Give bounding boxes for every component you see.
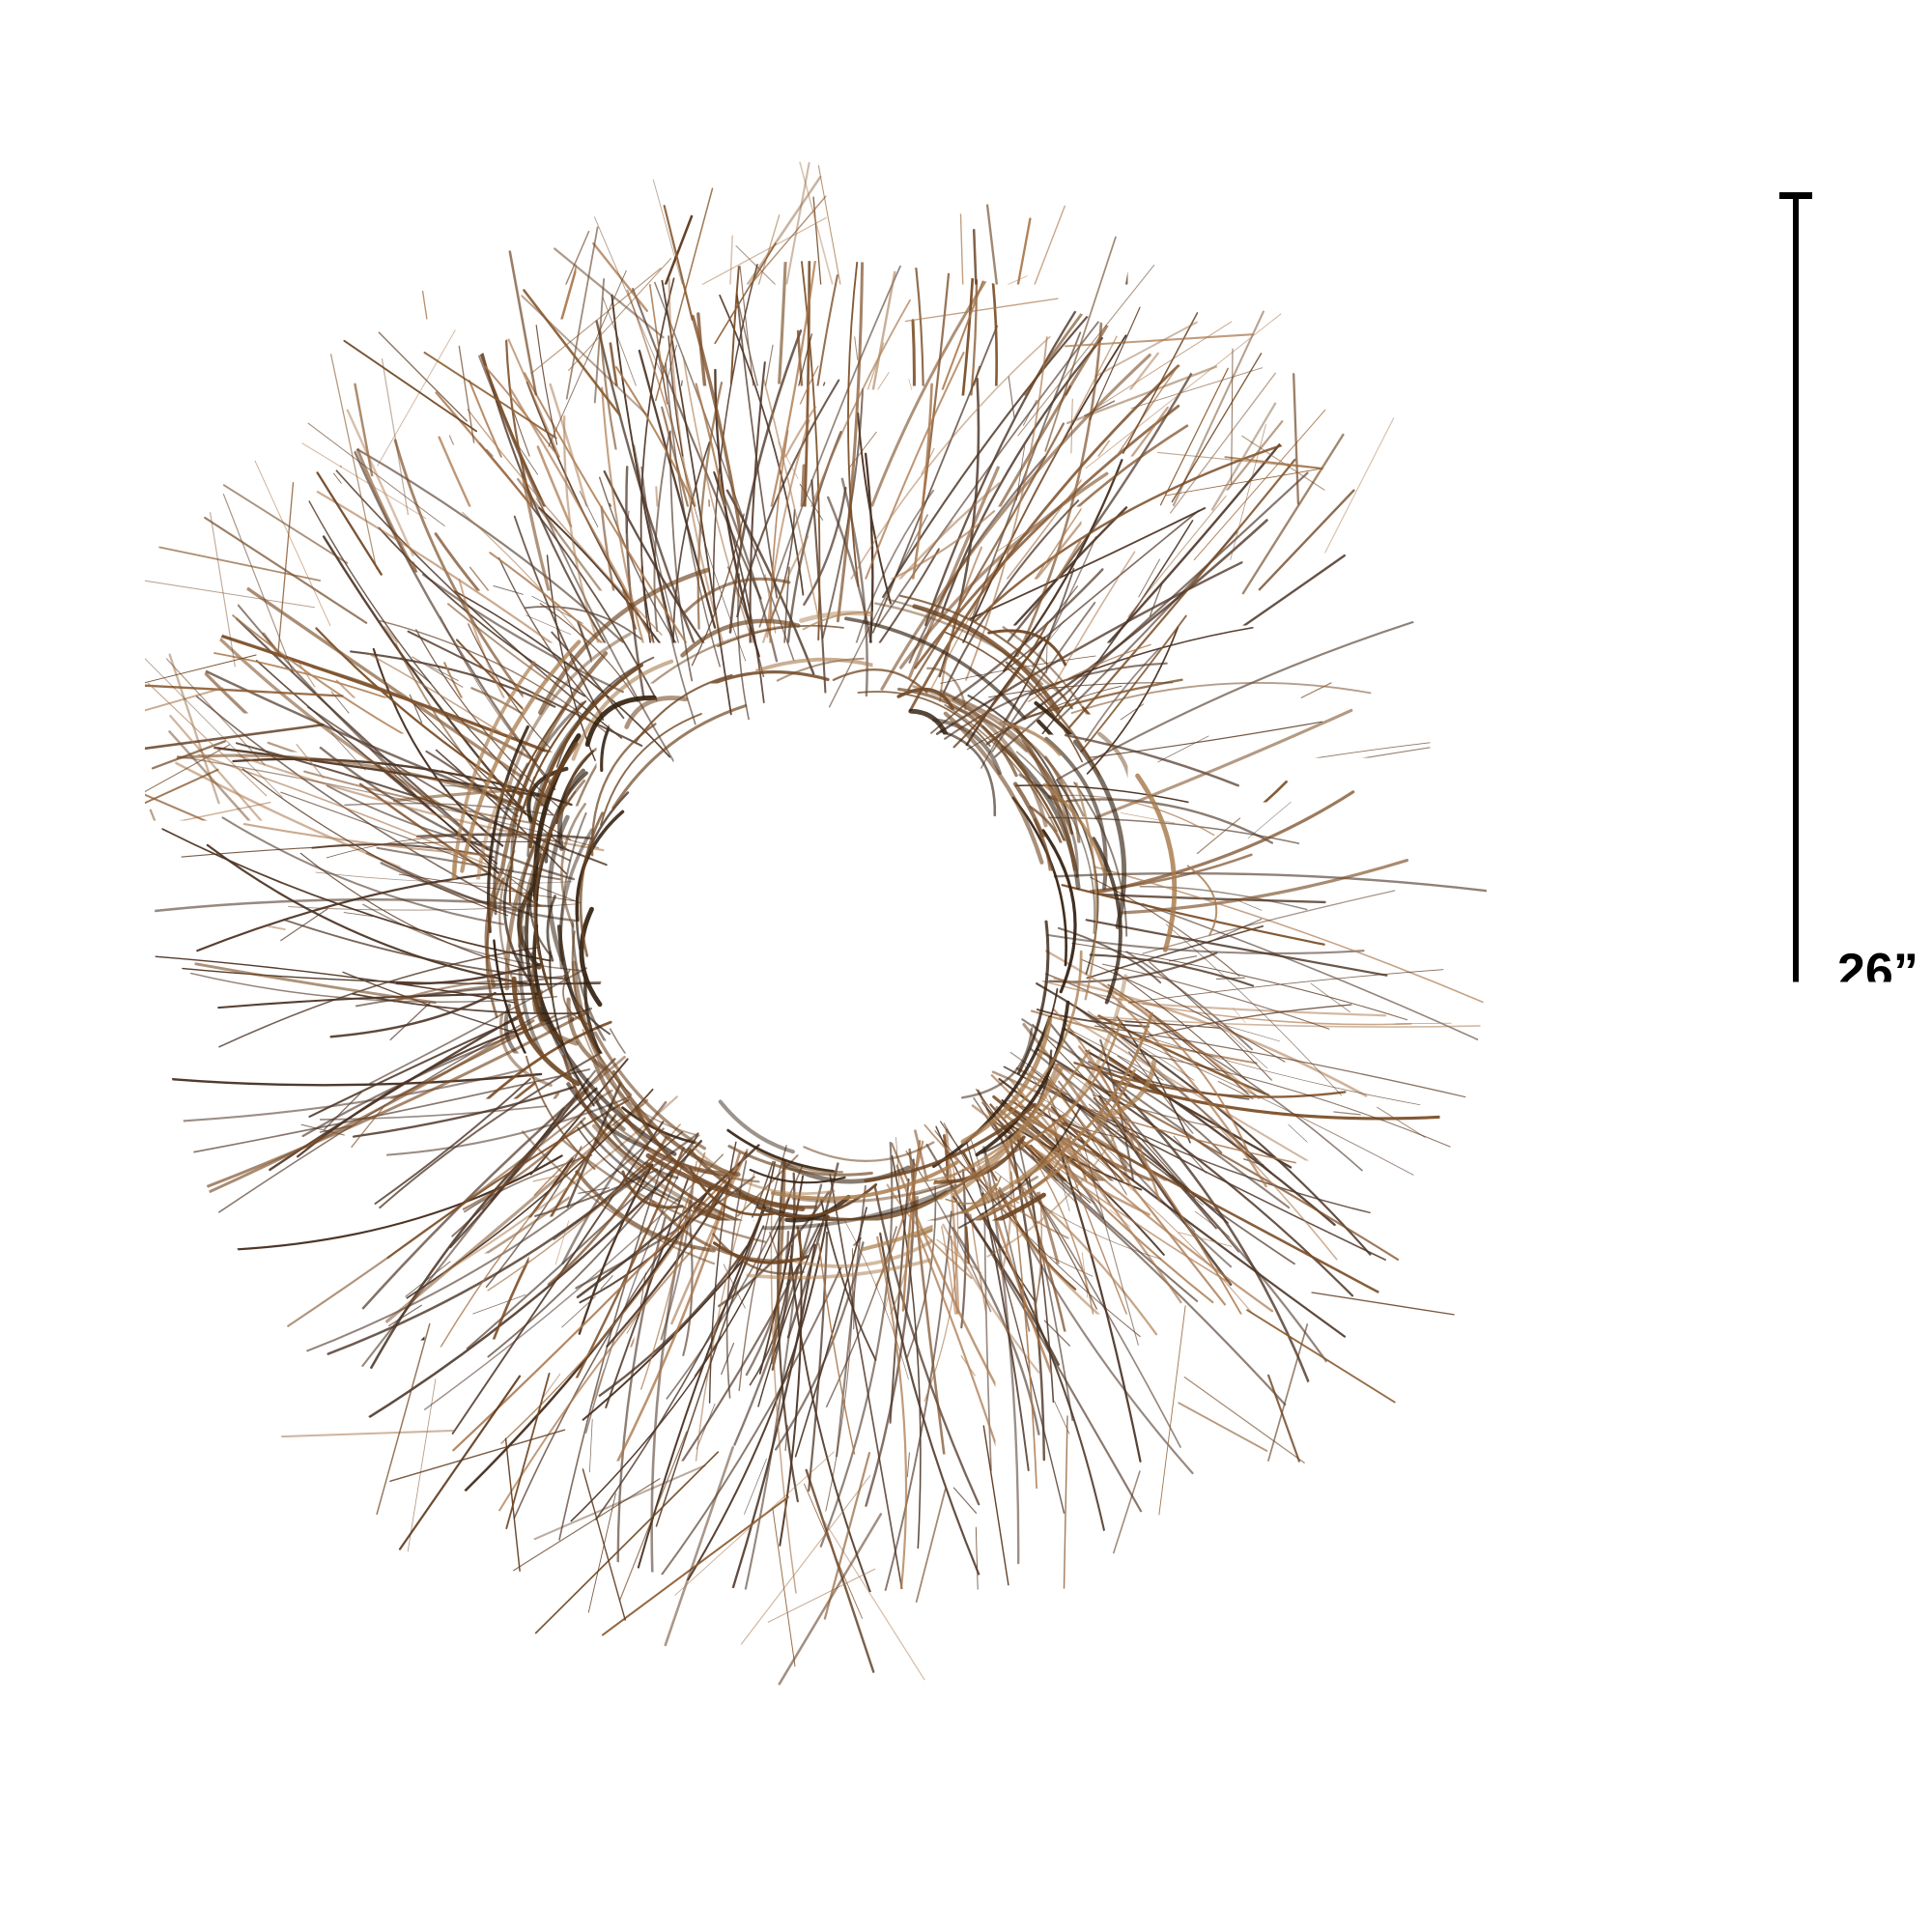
twig-wreath-illustration <box>145 126 1497 1768</box>
bat-cutout <box>1249 725 1339 813</box>
width-dimension-label: 26” <box>193 1866 1748 1917</box>
height-dimension-annotation: 26” <box>1777 188 1913 1802</box>
height-dimension-bottom-cap <box>1779 1783 1812 1790</box>
bat-cutout <box>741 365 838 400</box>
height-dimension-line <box>1793 196 1799 1790</box>
product-photo <box>145 126 1497 1768</box>
product-image-canvas: 26” 26” <box>0 0 1932 1932</box>
width-dimension-annotation: 26” <box>193 1816 1748 1922</box>
height-dimension-label: 26” <box>1837 947 1918 997</box>
width-dimension-line <box>201 1840 1733 1846</box>
width-dimension-right-cap <box>1722 1827 1729 1860</box>
wreath-center-opening <box>603 676 1063 1121</box>
